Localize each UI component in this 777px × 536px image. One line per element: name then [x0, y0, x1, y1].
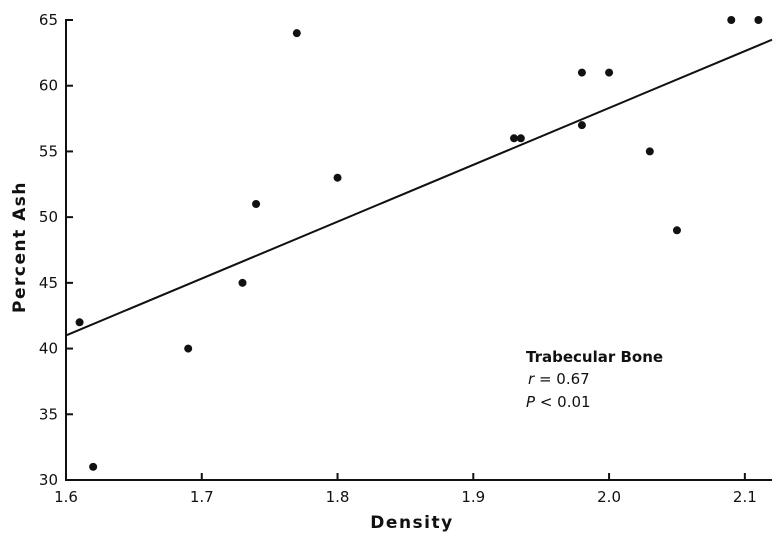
data-point	[645, 147, 654, 156]
data-point	[238, 278, 247, 287]
x-tick-label: 1.7	[190, 488, 214, 506]
axes	[65, 19, 772, 481]
data-point	[89, 462, 98, 471]
annotation-p-value: < 0.01	[540, 393, 591, 411]
annotation-box: Trabecular Bone r = 0.67 P < 0.01	[526, 348, 663, 411]
data-point	[727, 16, 736, 24]
x-ticks: 1.6 1.7 1.8 1.9 2.0 2.1	[54, 473, 757, 506]
annotation-r-value: = 0.67	[539, 370, 590, 388]
x-tick-label: 2.1	[733, 488, 757, 506]
data-point	[754, 16, 763, 24]
y-tick-label: 30	[39, 471, 58, 489]
data-point	[577, 68, 586, 77]
y-tick-label: 50	[39, 208, 58, 226]
data-point	[516, 134, 525, 143]
x-tick-label: 1.6	[54, 488, 78, 506]
x-axis-title: Density	[370, 513, 453, 533]
data-point	[577, 121, 586, 130]
y-axis-title: Percent Ash	[10, 181, 30, 313]
data-point	[510, 134, 519, 143]
y-tick-label: 45	[39, 274, 58, 292]
data-point	[333, 173, 342, 182]
y-tick-label: 65	[39, 11, 58, 29]
annotation-p-symbol: P	[526, 393, 536, 411]
data-point	[75, 318, 84, 327]
x-tick-label: 2.0	[597, 488, 621, 506]
y-tick-label: 60	[39, 77, 58, 95]
data-point	[184, 344, 193, 353]
y-tick-label: 55	[39, 142, 58, 160]
x-tick-label: 1.8	[326, 488, 350, 506]
y-tick-label: 35	[39, 405, 58, 423]
y-tick-label: 40	[39, 340, 58, 358]
x-tick-label: 1.9	[461, 488, 485, 506]
annotation-p: P < 0.01	[526, 393, 591, 411]
y-ticks: 30 35 40 45 50 55 60 65	[39, 11, 73, 489]
data-point	[605, 68, 614, 77]
annotation-r-symbol: r	[528, 370, 535, 388]
annotation-title: Trabecular Bone	[526, 348, 663, 366]
data-point	[672, 226, 681, 235]
annotation-r: r = 0.67	[528, 370, 590, 388]
data-point	[292, 29, 301, 38]
data-points	[75, 16, 763, 471]
trend-line	[65, 38, 773, 337]
data-point	[252, 200, 261, 208]
